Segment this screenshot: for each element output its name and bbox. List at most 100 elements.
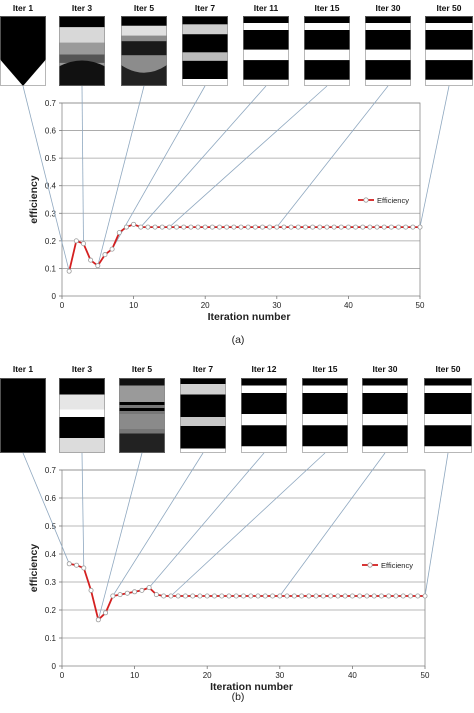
data-point	[386, 593, 392, 599]
thumbnail-iter-30: Iter 30	[276, 3, 411, 228]
thumbnail-band	[362, 425, 408, 447]
leader-line	[97, 452, 143, 620]
leader-line	[148, 452, 265, 588]
data-point	[88, 257, 94, 263]
y-tick-label: 0.2	[45, 606, 57, 615]
thumbnail-band	[243, 60, 289, 80]
data-point	[345, 224, 351, 230]
thumbnail-iter-5: Iter 5	[97, 364, 165, 620]
thumbnail-label: Iter 1	[13, 364, 34, 374]
thumbnail-band	[182, 60, 228, 79]
data-point	[73, 238, 79, 244]
thumbnail-frame	[362, 378, 408, 453]
data-point	[95, 617, 101, 623]
data-point	[410, 224, 416, 230]
thumbnail-shape	[121, 65, 167, 86]
data-point	[209, 224, 215, 230]
data-point	[342, 593, 348, 599]
thumbnail-band	[182, 52, 228, 61]
legend-swatch-marker	[367, 562, 373, 568]
thumbnail-band	[302, 378, 348, 386]
thumbnail-band	[59, 378, 105, 395]
thumbnail-band	[425, 30, 473, 50]
y-tick-label: 0.5	[45, 522, 57, 531]
y-tick-label: 0.6	[45, 494, 57, 503]
thumbnail-label: Iter 5	[134, 3, 155, 13]
plot-frame	[61, 469, 426, 667]
leader-line	[419, 85, 450, 228]
data-point	[270, 593, 276, 599]
thumbnail-frame	[59, 16, 105, 86]
thumbnail-band	[182, 16, 228, 25]
data-point	[204, 593, 210, 599]
thumbnail-label: Iter 11	[254, 3, 279, 13]
thumbnail-shape	[59, 60, 105, 86]
thumbnail-frame	[302, 378, 348, 453]
data-point	[182, 593, 188, 599]
series-line-efficiency	[68, 223, 420, 272]
data-point	[400, 593, 406, 599]
data-point	[110, 593, 116, 599]
y-axis-label: efficiency	[28, 175, 40, 224]
thumbnail-label: Iter 7	[195, 3, 216, 13]
thumbnail-frame	[0, 378, 46, 453]
data-point	[224, 224, 230, 230]
leader-line	[170, 452, 326, 597]
data-point	[306, 593, 312, 599]
data-point	[219, 593, 225, 599]
data-point	[281, 224, 287, 230]
data-point	[217, 224, 223, 230]
thumbnail-band	[59, 27, 105, 43]
thumbnail-band	[241, 393, 287, 414]
thumbnail-band	[119, 433, 165, 453]
data-point	[138, 224, 144, 230]
y-tick-label: 0.7	[45, 99, 57, 108]
data-point	[66, 561, 72, 567]
thumbnail-frame	[182, 16, 228, 86]
data-point	[349, 593, 355, 599]
y-axis-label: efficiency	[28, 544, 40, 593]
thumbnail-label: Iter 15	[312, 364, 337, 374]
y-tick-label: 0.5	[45, 154, 57, 163]
thumbnail-label: Iter 3	[72, 364, 93, 374]
data-point	[381, 224, 387, 230]
thumbnail-band	[425, 16, 473, 23]
thumbnail-band	[59, 438, 105, 453]
data-point	[202, 224, 208, 230]
data-point	[302, 224, 308, 230]
thumbnail-shape	[0, 16, 46, 86]
data-point	[195, 224, 201, 230]
thumbnail-label: Iter 3	[72, 3, 93, 13]
thumbnail-frame	[119, 378, 165, 453]
data-point	[255, 593, 261, 599]
thumbnail-band	[362, 393, 408, 414]
chart-b: 0 0.1 0.2 0.3 0.4 0.5 0.6 0.7 0 10 20 30 40 50 Iterati…	[0, 364, 472, 703]
thumbnail-label: Iter 1	[13, 3, 34, 13]
data-point	[211, 593, 217, 599]
data-point	[267, 224, 273, 230]
legend-label: Efficiency	[381, 561, 413, 570]
x-tick-label: 10	[130, 671, 139, 680]
data-point	[159, 224, 165, 230]
data-point	[320, 593, 326, 599]
thumbnail-band	[180, 394, 226, 417]
data-point	[335, 593, 341, 599]
thumbnail-band	[304, 30, 350, 50]
thumbnail-band	[365, 16, 411, 23]
data-point	[277, 593, 283, 599]
data-point	[80, 241, 86, 247]
thumbnail-band	[304, 16, 350, 23]
thumbnail-iter-15: Iter 15	[170, 364, 348, 597]
thumbnail-band	[121, 16, 167, 26]
thumbnail-frame	[0, 16, 46, 86]
data-point	[374, 224, 380, 230]
y-tick-label: 0.7	[45, 466, 57, 475]
thumbnail-band	[59, 16, 105, 28]
data-point	[66, 268, 72, 274]
data-point	[139, 587, 145, 593]
data-point	[197, 593, 203, 599]
data-point	[403, 224, 409, 230]
data-point	[238, 224, 244, 230]
thumbnail-band	[302, 393, 348, 414]
leader-line	[279, 452, 386, 597]
